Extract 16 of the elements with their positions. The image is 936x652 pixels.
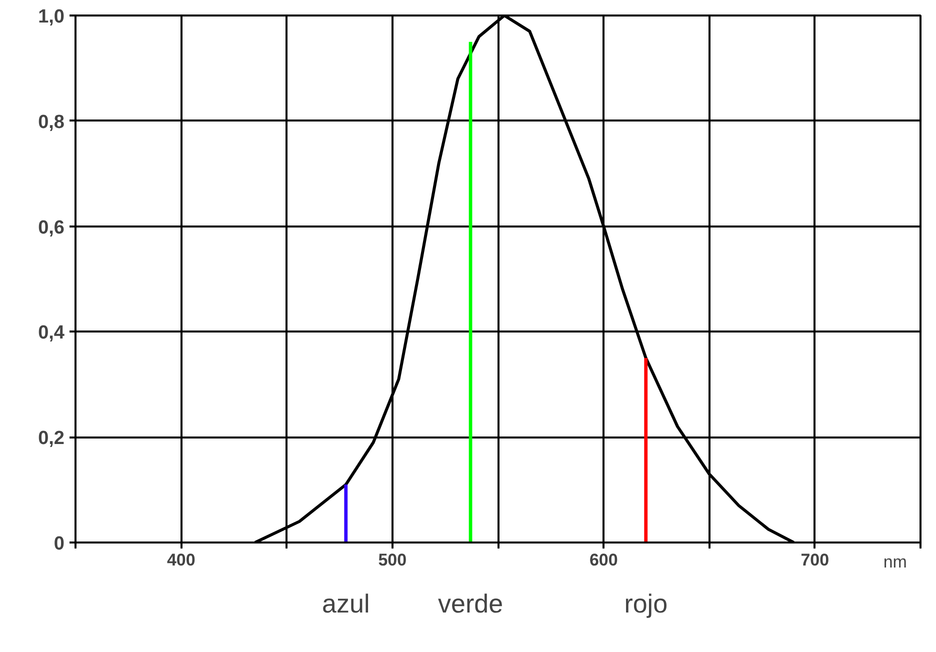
x-tick-label: 400: [166, 550, 196, 570]
x-tick-label: 700: [800, 550, 830, 570]
x-tick-label: 500: [378, 550, 407, 570]
bar: [344, 484, 348, 542]
x-axis-title: nm: [883, 552, 907, 572]
y-tick-label: 0,2: [38, 428, 65, 450]
y-tick-label: 0: [54, 534, 65, 554]
y-tick-label: 1,0: [38, 6, 65, 28]
y-tick-label: 0,4: [38, 322, 65, 344]
y-tick-label: 0,6: [38, 217, 65, 238]
text: verde: [438, 588, 504, 618]
text: rojo: [624, 588, 668, 618]
y-tick-label: 0,8: [38, 112, 65, 133]
x-tick-label: 600: [589, 550, 618, 570]
text: azul: [322, 588, 370, 618]
bar: [644, 358, 648, 542]
